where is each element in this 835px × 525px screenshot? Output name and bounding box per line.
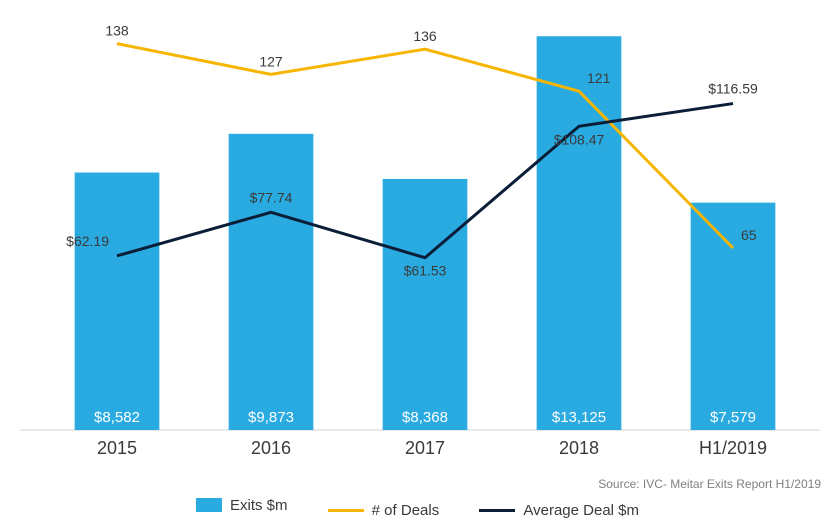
legend-avg: Average Deal $m xyxy=(479,502,639,519)
line-value-label: 138 xyxy=(105,23,129,39)
category-labels: 2015 2016 2017 2018 H1/2019 xyxy=(97,438,767,458)
line-value-label: 136 xyxy=(413,28,437,44)
category-label: H1/2019 xyxy=(699,438,767,458)
bar-value-label: $7,579 xyxy=(710,409,756,426)
line-value-label: 127 xyxy=(259,53,283,69)
legend-avg-label: Average Deal $m xyxy=(523,502,639,519)
line-value-label: $116.59 xyxy=(708,81,758,97)
line-value-label: $77.74 xyxy=(250,189,293,205)
source-attribution: Source: IVC- Meitar Exits Report H1/2019 xyxy=(598,477,821,491)
bar-value-label: $8,368 xyxy=(402,409,448,426)
line-value-label: 65 xyxy=(741,227,757,243)
line-value-label: $108.47 xyxy=(554,131,605,147)
legend-exits: Exits $m xyxy=(196,497,288,514)
bar xyxy=(691,203,776,430)
bar xyxy=(75,173,160,430)
legend-deals-label: # of Deals xyxy=(372,502,440,519)
bar-value-label: $13,125 xyxy=(552,409,606,426)
category-label: 2016 xyxy=(251,438,291,458)
legend: Exits $m # of Deals Average Deal $m xyxy=(0,497,835,520)
bar-value-label: $8,582 xyxy=(94,409,140,426)
category-label: 2015 xyxy=(97,438,137,458)
line-value-label: $62.19 xyxy=(66,233,109,249)
bar xyxy=(383,179,468,430)
line-value-label: $61.53 xyxy=(404,263,447,279)
bar xyxy=(537,36,622,430)
line-value-label: 121 xyxy=(587,70,611,86)
bars-group: $8,582 $9,873 $8,368 $13,125 $7,579 xyxy=(75,36,776,430)
legend-exits-label: Exits $m xyxy=(230,497,288,514)
category-label: 2017 xyxy=(405,438,445,458)
plot-area: $8,582 $9,873 $8,368 $13,125 $7,579 2015 2016… xyxy=(20,23,820,458)
bar-value-label: $9,873 xyxy=(248,409,294,426)
bar xyxy=(229,134,314,430)
category-label: 2018 xyxy=(559,438,599,458)
legend-deals: # of Deals xyxy=(328,502,440,519)
